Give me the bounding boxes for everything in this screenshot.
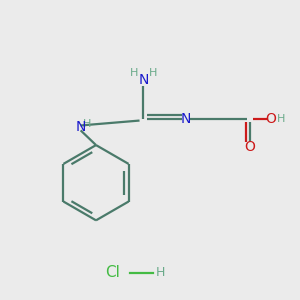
Text: Cl: Cl xyxy=(105,265,120,280)
Text: H: H xyxy=(130,68,139,78)
Text: N: N xyxy=(76,120,86,134)
Text: H: H xyxy=(149,68,158,78)
Text: H: H xyxy=(156,266,166,279)
Text: H: H xyxy=(277,114,285,124)
Text: N: N xyxy=(138,73,148,87)
Text: O: O xyxy=(266,112,277,126)
Text: H: H xyxy=(83,119,92,129)
Text: N: N xyxy=(181,112,191,126)
Text: O: O xyxy=(244,140,255,154)
